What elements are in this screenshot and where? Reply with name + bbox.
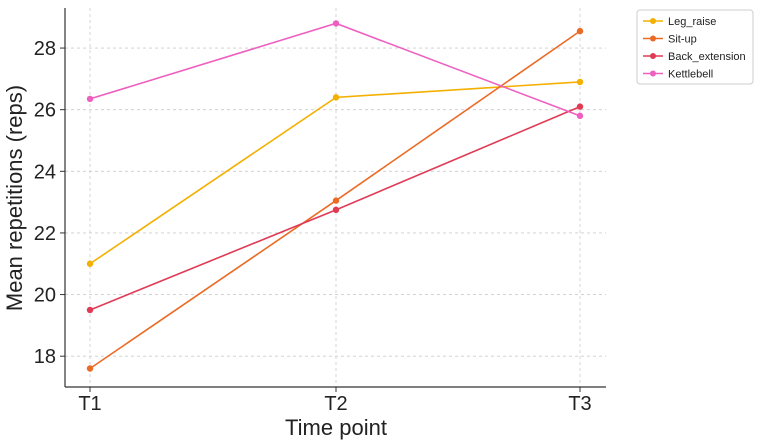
x-tick-label: T1: [78, 393, 101, 415]
legend: Leg_raise Sit-up Back_extension Kettlebell: [636, 9, 754, 85]
y-tick-label: 24: [34, 161, 56, 183]
data-point: [86, 260, 94, 267]
legend-marker: [650, 35, 656, 42]
legend-entry: Kettlebell: [643, 69, 713, 81]
data-point: [86, 95, 94, 103]
legend-marker: [650, 18, 656, 24]
y-axis-title: Mean repetitions (reps): [2, 85, 27, 311]
data-point: [332, 20, 340, 27]
legend-entry: Leg_raise: [643, 16, 716, 28]
y-tick-label: 18: [34, 346, 56, 368]
legend-label: Sit-up: [668, 34, 697, 46]
legend-label: Leg_raise: [668, 16, 716, 28]
data-point: [86, 365, 94, 372]
x-axis-title: Time point: [285, 415, 387, 440]
data-point: [332, 197, 340, 204]
data-point: [576, 103, 584, 110]
y-ticks: 18 20 22 24 26 28: [34, 38, 65, 368]
legend-entry: Back_extension: [643, 51, 746, 63]
x-ticks: T1 T2 T3: [78, 387, 592, 415]
x-tick-label: T2: [324, 393, 347, 415]
y-tick-label: 28: [34, 38, 56, 60]
legend-marker: [650, 53, 656, 59]
legend-entry: Sit-up: [643, 34, 697, 46]
data-point: [576, 78, 584, 86]
grid-lines: [65, 8, 606, 387]
data-point: [86, 306, 94, 314]
y-tick-label: 26: [34, 100, 56, 122]
x-tick-label: T3: [568, 393, 591, 415]
data-point: [576, 112, 584, 120]
y-tick-label: 22: [34, 223, 56, 245]
data-point: [576, 27, 584, 35]
y-tick-label: 20: [34, 285, 56, 307]
data-point: [332, 206, 340, 214]
legend-marker: [650, 70, 656, 77]
series-line-leg-raise: [89, 81, 581, 265]
legend-label: Back_extension: [668, 51, 746, 63]
legend-box: [636, 9, 754, 85]
series-group: [86, 20, 584, 372]
series-line-kettlebell: [89, 22, 581, 117]
legend-label: Kettlebell: [668, 69, 713, 81]
data-point: [332, 94, 340, 101]
